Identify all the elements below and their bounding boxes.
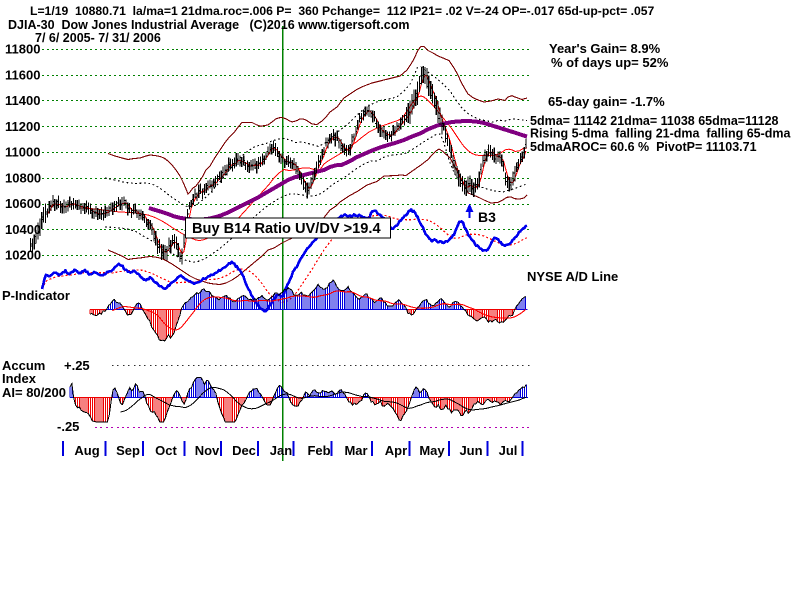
svg-text:Buy B14 Ratio UV/DV >19.4: Buy B14 Ratio UV/DV >19.4 bbox=[192, 221, 381, 237]
svg-text:Oct: Oct bbox=[155, 443, 177, 458]
svg-text:AI= 80/200: AI= 80/200 bbox=[2, 385, 66, 400]
svg-text:Dec: Dec bbox=[232, 443, 256, 458]
svg-text:Index: Index bbox=[2, 371, 37, 386]
svg-text:65-day gain= -1.7%: 65-day gain= -1.7% bbox=[548, 94, 665, 109]
svg-text:11200: 11200 bbox=[5, 119, 40, 134]
svg-text:L=1/19 10880.71 la/ma=1 21dm: L=1/19 10880.71 la/ma=1 21dma.roc=.006 P… bbox=[30, 4, 655, 18]
svg-text:B3: B3 bbox=[478, 209, 496, 225]
svg-text:Rising 5-dma falling 21-dma: Rising 5-dma falling 21-dma falling 65-d… bbox=[530, 127, 792, 141]
svg-text:11800: 11800 bbox=[5, 42, 40, 57]
svg-text:Jun: Jun bbox=[459, 443, 482, 458]
svg-text:10200: 10200 bbox=[5, 248, 41, 263]
svg-text:10400: 10400 bbox=[5, 222, 41, 237]
svg-text:10600: 10600 bbox=[5, 196, 41, 211]
svg-text:11000: 11000 bbox=[5, 145, 40, 160]
svg-text:Aug: Aug bbox=[74, 443, 99, 458]
svg-text:5dmaAROC= 60.6 % PivotP= 1110: 5dmaAROC= 60.6 % PivotP= 11103.71 bbox=[530, 140, 757, 154]
svg-text:Jul: Jul bbox=[499, 443, 518, 458]
svg-text:Year's Gain= 8.9%: Year's Gain= 8.9% bbox=[549, 41, 661, 56]
svg-text:Nov: Nov bbox=[195, 443, 220, 458]
svg-text:10800: 10800 bbox=[5, 170, 41, 185]
svg-text:May: May bbox=[419, 443, 445, 458]
svg-text:P-Indicator: P-Indicator bbox=[2, 288, 70, 303]
svg-text:-.25: -.25 bbox=[57, 419, 79, 434]
svg-text:+.25: +.25 bbox=[64, 358, 90, 373]
svg-text:NYSE A/D Line: NYSE A/D Line bbox=[527, 269, 618, 284]
svg-text:DJIA-30 Dow Jones Industrial: DJIA-30 Dow Jones Industrial Average (C)… bbox=[8, 18, 410, 32]
svg-text:Feb: Feb bbox=[307, 443, 330, 458]
svg-text:Sep: Sep bbox=[116, 443, 140, 458]
svg-text:Mar: Mar bbox=[344, 443, 367, 458]
svg-text:7/ 6/ 2005- 7/ 31/ 2006: 7/ 6/ 2005- 7/ 31/ 2006 bbox=[35, 31, 161, 45]
svg-text:11600: 11600 bbox=[5, 67, 40, 82]
svg-text:11400: 11400 bbox=[5, 93, 40, 108]
svg-text:Accum: Accum bbox=[2, 358, 45, 373]
svg-text:Apr: Apr bbox=[385, 443, 407, 458]
svg-text:5dma= 11142 21dma= 11038 65dma: 5dma= 11142 21dma= 11038 65dma=11128 bbox=[530, 114, 779, 128]
svg-text:% of days up= 52%: % of days up= 52% bbox=[551, 55, 669, 70]
svg-text:Jan: Jan bbox=[270, 443, 292, 458]
